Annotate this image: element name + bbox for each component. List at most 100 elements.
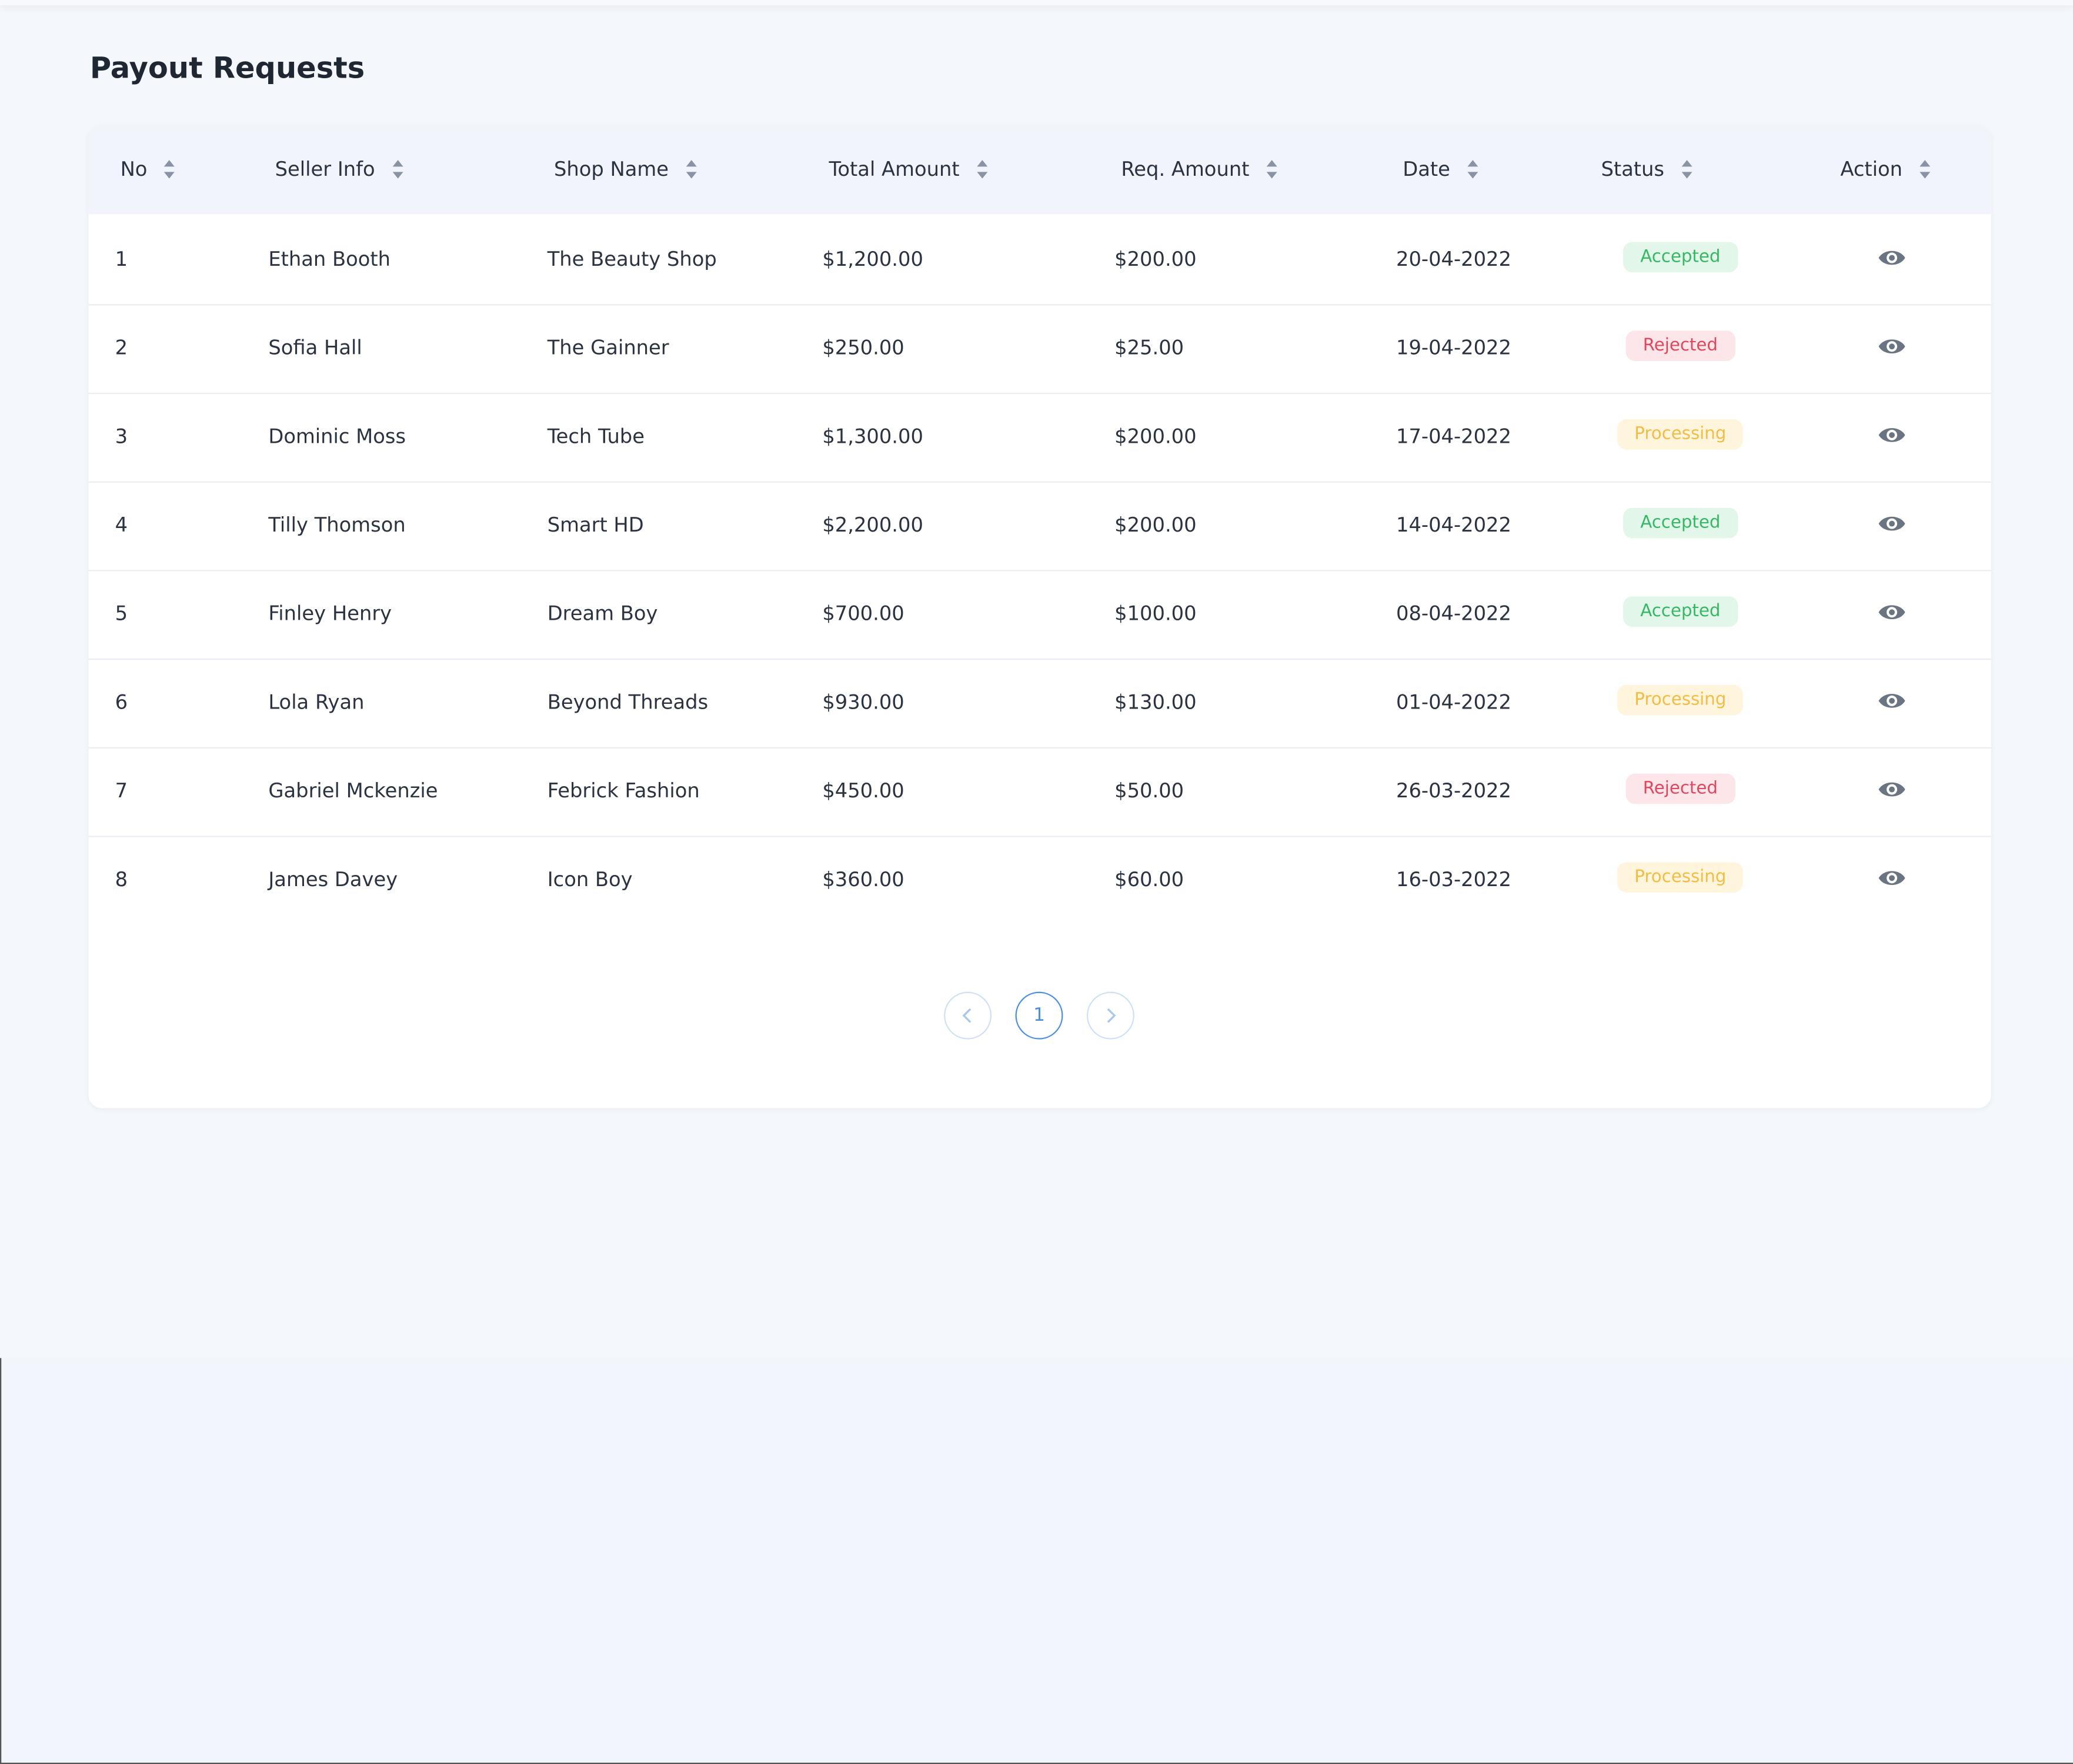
column-label: Total Amount [829,157,960,182]
row-number: 1 [115,247,128,272]
shop-name: Beyond Threads [547,690,709,714]
sort-icon [686,160,697,179]
total-amount: $450.00 [822,779,904,803]
prev-page[interactable] [944,991,992,1040]
requested-amount: $130.00 [1114,690,1197,714]
page-title: Payout Requests [89,52,365,86]
eye-icon [1878,516,1905,531]
sort-icon [1266,160,1277,179]
column-label: Status [1601,157,1664,182]
date: 19-04-2022 [1396,336,1511,360]
view-button[interactable] [1877,602,1906,628]
date: 14-04-2022 [1396,513,1511,537]
table-row: 5 Finley Henry Dream Boy $700.00 $100.00 08-0… [88,570,1991,660]
row-number: 5 [115,602,128,626]
table-row: 2 Sofia Hall The Gainner $250.00 $25.00 19-04… [88,304,1991,395]
seller-name: Tilly Thomson [268,513,406,537]
top-bar [0,0,2073,5]
column-label: Shop Name [553,157,669,182]
requested-amount: $60.00 [1114,867,1184,891]
eye-icon [1878,428,1905,442]
sort-icon [1467,160,1478,179]
column-label: No [120,157,148,182]
total-amount: $930.00 [822,690,904,714]
row-number: 6 [115,690,128,714]
status-badge: Processing [1617,684,1744,716]
seller-name: James Davey [268,867,398,891]
requested-amount: $50.00 [1114,779,1184,803]
column-header[interactable]: Seller Info [275,158,405,181]
date: 20-04-2022 [1396,247,1511,272]
table-row: 3 Dominic Moss Tech Tube $1,300.00 $200.00 17… [88,393,1991,483]
seller-name: Ethan Booth [268,247,391,272]
requested-amount: $200.00 [1114,424,1197,449]
date: 08-04-2022 [1396,602,1511,626]
date: 26-03-2022 [1396,779,1511,803]
view-button[interactable] [1877,336,1906,362]
next-page[interactable] [1086,991,1134,1040]
sort-icon [1681,160,1693,179]
total-amount: $2,200.00 [822,513,923,537]
status-badge: Accepted [1623,507,1738,539]
eye-icon [1878,339,1905,354]
seller-name: Lola Ryan [268,690,365,714]
row-number: 7 [115,779,128,803]
view-button[interactable] [1877,248,1906,274]
column-header[interactable]: Action [1840,158,1931,181]
seller-name: Dominic Moss [268,424,406,449]
seller-name: Sofia Hall [268,336,362,360]
table-row: 7 Gabriel Mckenzie Febrick Fashion $450.00 $… [88,747,1991,837]
next-icon [1107,1008,1116,1023]
status-badge: Accepted [1623,242,1738,273]
column-header[interactable]: Date [1403,158,1479,181]
table-row: 8 James Davey Icon Boy $360.00 $60.00 16-03-2… [89,836,1991,924]
seller-name: Gabriel Mckenzie [268,779,438,803]
shop-name: Febrick Fashion [547,779,700,803]
requested-amount: $100.00 [1114,602,1197,626]
table-row: 6 Lola Ryan Beyond Threads $930.00 $130.00 01… [88,659,1991,749]
date: 16-03-2022 [1396,867,1511,891]
row-number: 8 [115,867,128,891]
view-button[interactable] [1877,513,1906,540]
page-button[interactable]: 1 [1015,991,1063,1040]
shop-name: Tech Tube [547,424,645,449]
date: 01-04-2022 [1396,690,1511,714]
background-panel [0,1358,2073,1764]
column-header[interactable]: Req. Amount [1121,158,1278,181]
requested-amount: $200.00 [1114,513,1197,537]
total-amount: $700.00 [822,602,904,626]
sort-icon [392,160,403,179]
prev-icon [962,1008,972,1023]
table-card: No Seller Info Shop Name Total Amount Req. A… [88,125,1991,1108]
view-button[interactable] [1877,867,1906,894]
row-number: 2 [115,336,128,360]
total-amount: $1,300.00 [822,424,923,449]
view-button[interactable] [1877,690,1906,717]
total-amount: $250.00 [822,336,904,360]
column-header[interactable]: Total Amount [829,158,989,181]
column-label: Seller Info [275,157,375,182]
view-button[interactable] [1877,425,1906,451]
view-button[interactable] [1877,779,1906,806]
shop-name: The Gainner [547,336,669,360]
status-badge: Rejected [1625,773,1735,804]
requested-amount: $25.00 [1114,336,1184,360]
eye-icon [1878,694,1905,708]
column-header[interactable]: Shop Name [554,158,697,181]
column-label: Req. Amount [1121,157,1250,182]
requested-amount: $200.00 [1114,247,1197,272]
column-label: Date [1403,157,1450,182]
eye-icon [1878,871,1905,886]
sort-icon [1920,160,1931,179]
column-header[interactable]: No [121,158,176,181]
date: 17-04-2022 [1396,424,1511,449]
shop-name: Smart HD [547,513,644,537]
table-header: No Seller Info Shop Name Total Amount Req. A… [88,125,1991,215]
sort-icon [164,160,175,179]
table-row: 1 Ethan Booth The Beauty Shop $1,200.00 $200… [88,216,1991,306]
column-header[interactable]: Status [1601,158,1693,181]
eye-icon [1878,782,1905,797]
row-number: 3 [115,424,128,449]
